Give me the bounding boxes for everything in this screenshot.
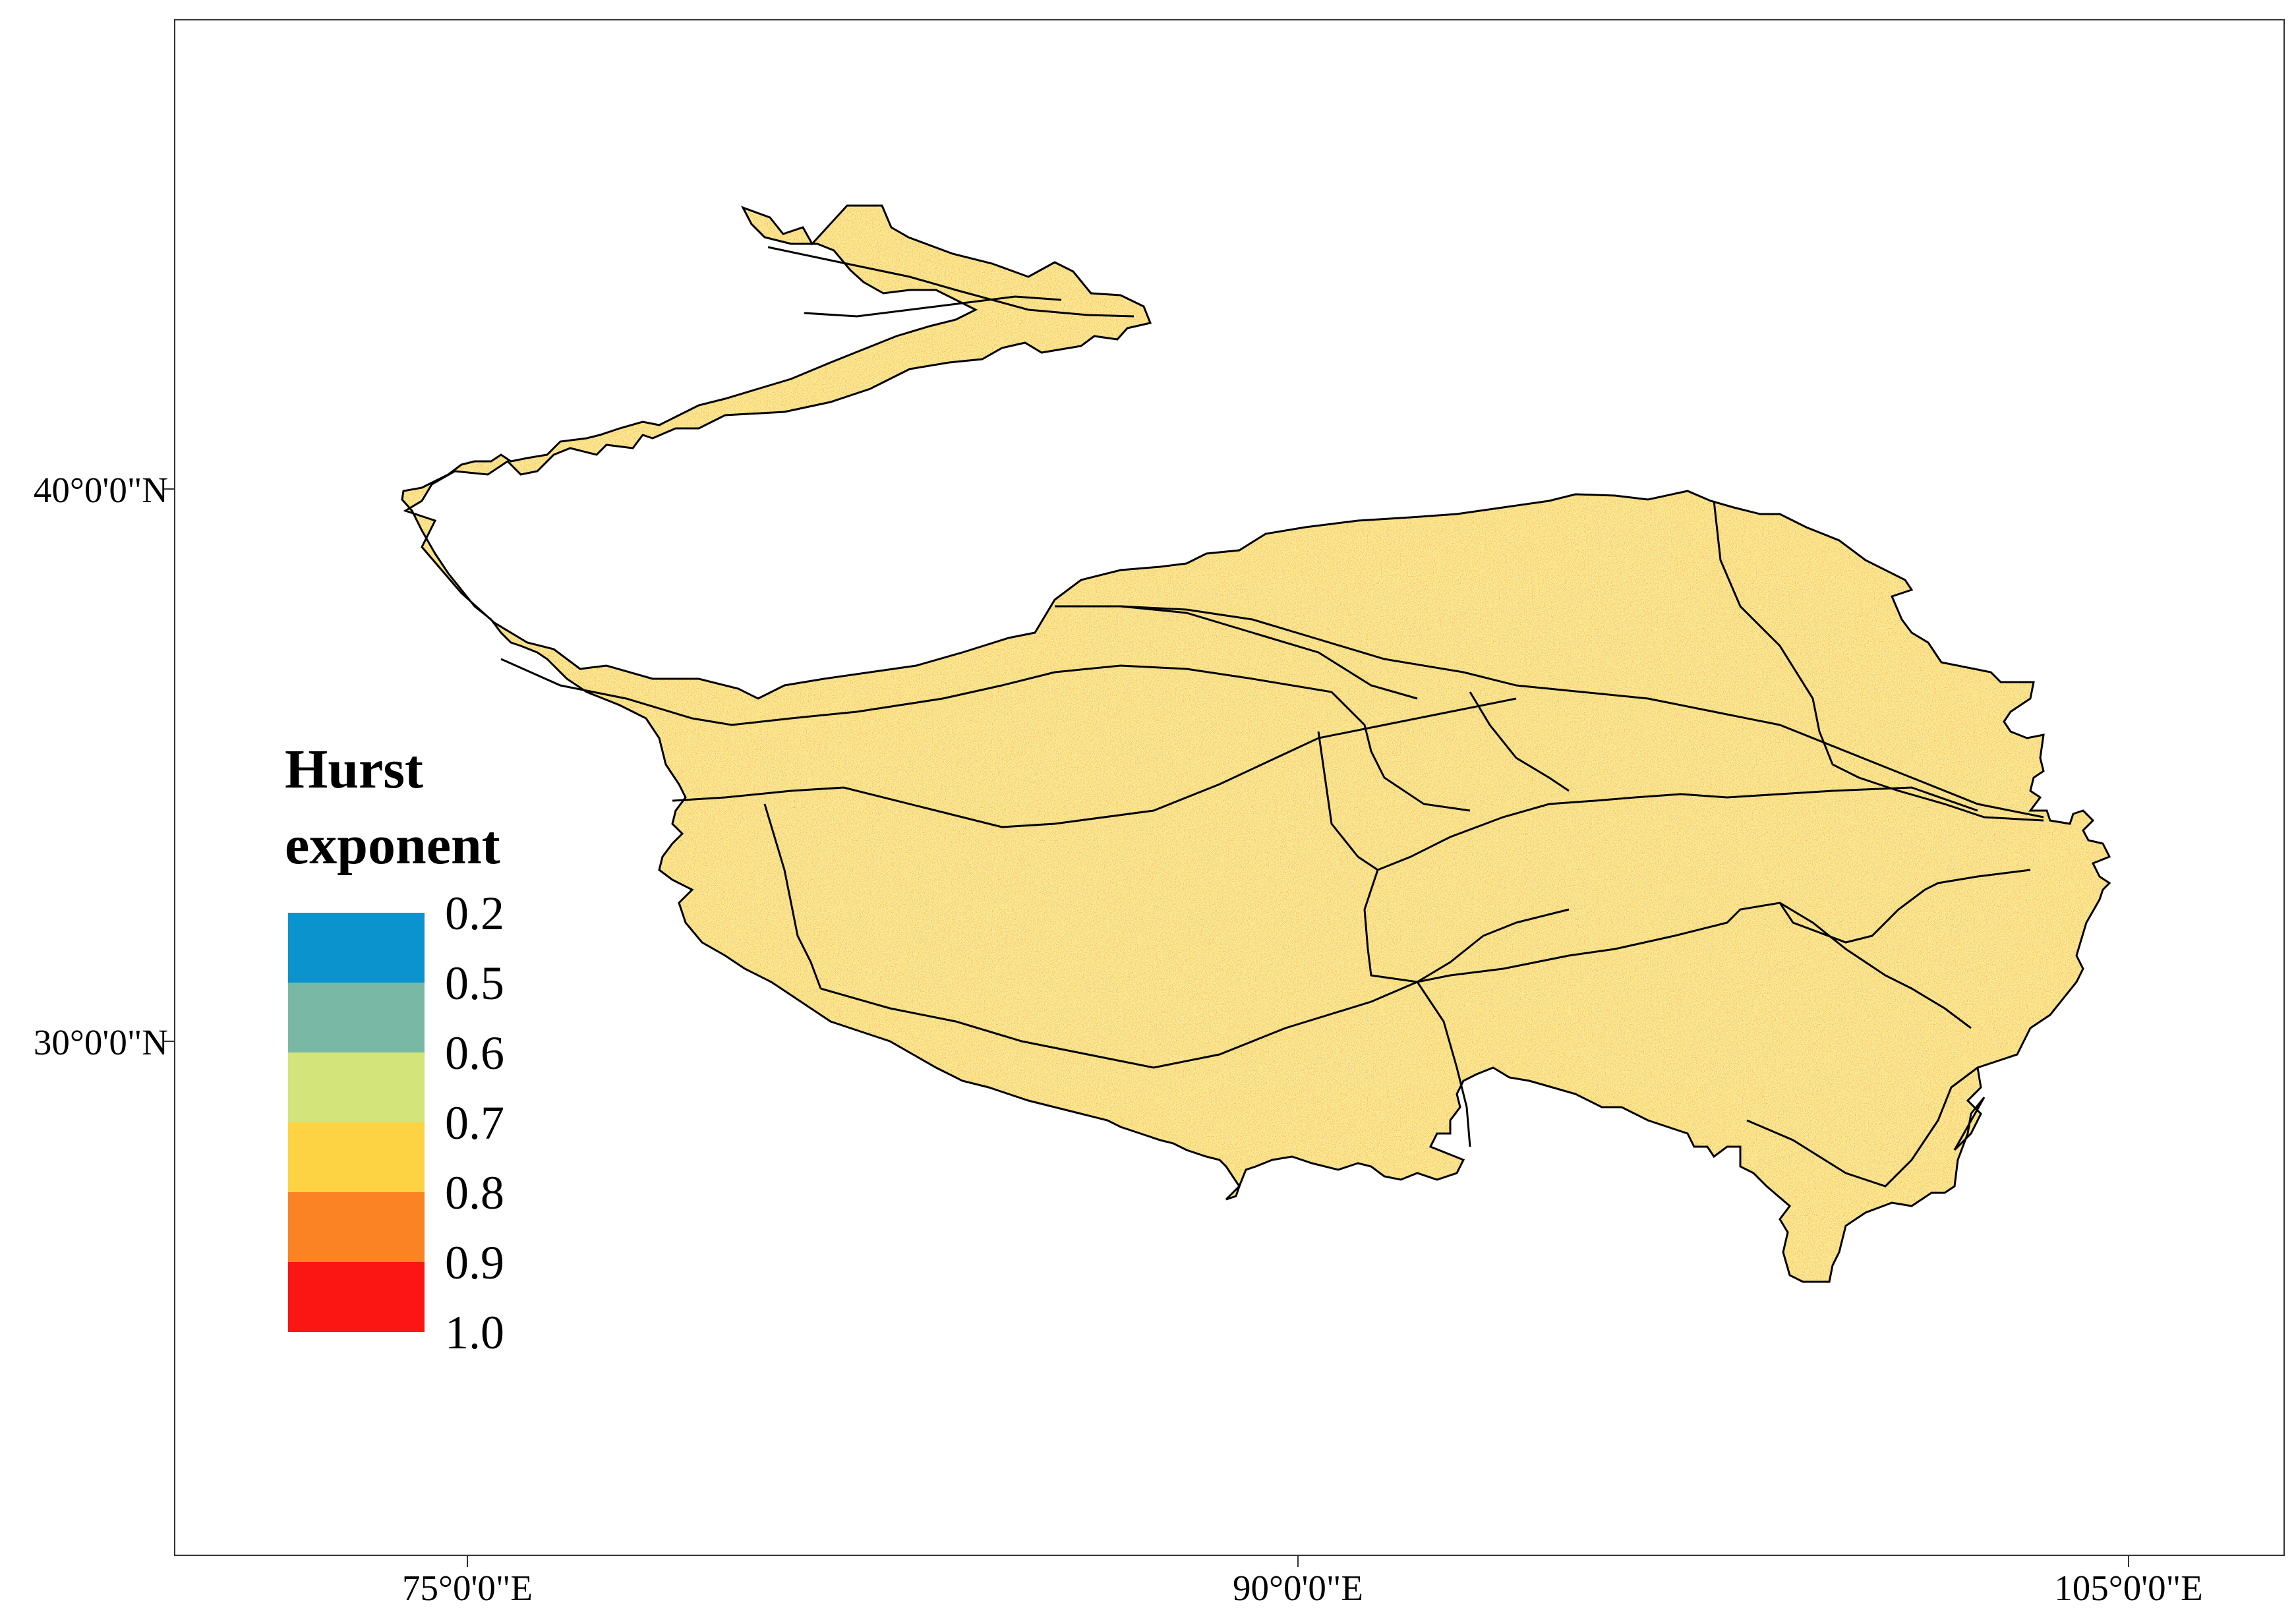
legend-break-label: 0.8 <box>445 1166 504 1219</box>
legend-swatch <box>288 1262 425 1332</box>
legend-swatches <box>288 913 425 1332</box>
legend-break-label: 0.2 <box>445 887 504 940</box>
axis-ticks <box>163 488 2129 1567</box>
legend-swatch <box>288 1192 425 1262</box>
x-tick-label-90E: 90°0'0"E <box>1233 1568 1363 1608</box>
legend-title-line1: Hurst <box>285 739 423 800</box>
legend-swatch <box>288 1122 425 1192</box>
y-tick-label-30N: 30°0'0"N <box>34 1022 168 1062</box>
legend-break-label: 0.5 <box>445 957 504 1010</box>
legend-title-line2: exponent <box>285 815 500 876</box>
hurst-raster <box>402 206 2109 1282</box>
legend-swatch <box>288 983 425 1052</box>
legend-swatch <box>288 913 425 983</box>
x-tick-label-105E: 105°0'0"E <box>2054 1568 2202 1608</box>
y-tick-label-40N: 40°0'0"N <box>34 470 168 510</box>
legend-labels: 0.2 0.5 0.6 0.7 0.8 0.9 1.0 <box>445 887 504 1359</box>
legend-break-label: 1.0 <box>445 1306 504 1359</box>
legend-break-label: 0.9 <box>445 1236 504 1289</box>
plot-frame <box>174 19 2285 1556</box>
legend: Hurst exponent 0.2 0.5 0.6 0.7 0.8 0.9 1.0 <box>285 739 504 1359</box>
legend-break-label: 0.6 <box>445 1027 504 1079</box>
region-boundaries <box>500 246 2044 1188</box>
legend-swatch <box>288 1052 425 1122</box>
x-tick-label-75E: 75°0'0"E <box>402 1568 533 1608</box>
legend-break-label: 0.7 <box>445 1097 504 1149</box>
